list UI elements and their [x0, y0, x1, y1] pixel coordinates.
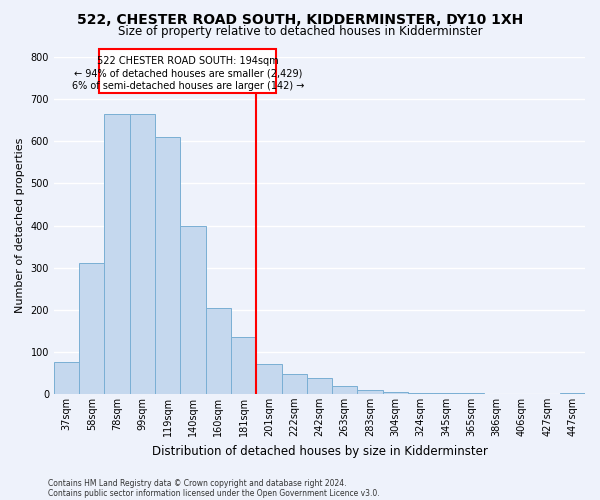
Bar — [206, 308, 231, 394]
Text: 522 CHESTER ROAD SOUTH: 194sqm: 522 CHESTER ROAD SOUTH: 194sqm — [97, 56, 279, 66]
Text: 6% of semi-detached houses are larger (142) →: 6% of semi-detached houses are larger (1… — [72, 82, 304, 92]
Bar — [358, 390, 383, 394]
Bar — [54, 362, 79, 394]
Bar — [383, 392, 408, 394]
Bar — [155, 137, 181, 394]
Bar — [181, 226, 206, 394]
Text: 522, CHESTER ROAD SOUTH, KIDDERMINSTER, DY10 1XH: 522, CHESTER ROAD SOUTH, KIDDERMINSTER, … — [77, 12, 523, 26]
Text: Contains HM Land Registry data © Crown copyright and database right 2024.: Contains HM Land Registry data © Crown c… — [48, 478, 347, 488]
Bar — [256, 364, 281, 394]
Text: ← 94% of detached houses are smaller (2,429): ← 94% of detached houses are smaller (2,… — [74, 69, 302, 79]
Bar — [231, 337, 256, 394]
Bar — [130, 114, 155, 394]
Text: Size of property relative to detached houses in Kidderminster: Size of property relative to detached ho… — [118, 25, 482, 38]
Bar — [560, 393, 585, 394]
Bar — [79, 264, 104, 394]
X-axis label: Distribution of detached houses by size in Kidderminster: Distribution of detached houses by size … — [152, 444, 487, 458]
Bar — [104, 114, 130, 394]
Text: Contains public sector information licensed under the Open Government Licence v3: Contains public sector information licen… — [48, 488, 380, 498]
Bar — [307, 378, 332, 394]
Bar — [332, 386, 358, 394]
Y-axis label: Number of detached properties: Number of detached properties — [15, 138, 25, 313]
Bar — [433, 393, 458, 394]
Bar — [408, 393, 433, 394]
FancyBboxPatch shape — [100, 48, 277, 93]
Bar — [281, 374, 307, 394]
